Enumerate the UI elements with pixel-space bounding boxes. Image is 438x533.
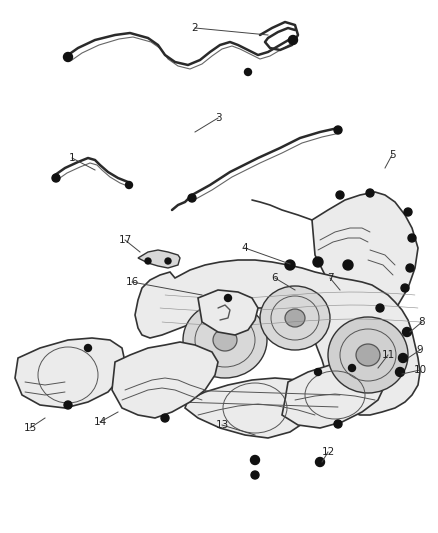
Polygon shape	[312, 192, 418, 315]
Circle shape	[251, 471, 259, 479]
Circle shape	[399, 353, 407, 362]
Circle shape	[403, 327, 411, 336]
Circle shape	[315, 457, 325, 466]
Circle shape	[404, 208, 412, 216]
Circle shape	[376, 304, 384, 312]
Circle shape	[225, 295, 232, 302]
Circle shape	[244, 69, 251, 76]
Text: 8: 8	[419, 317, 425, 327]
Text: 13: 13	[215, 420, 229, 430]
Polygon shape	[282, 362, 385, 428]
Circle shape	[406, 264, 414, 272]
Circle shape	[161, 414, 169, 422]
Circle shape	[85, 344, 92, 351]
Circle shape	[336, 191, 344, 199]
Ellipse shape	[328, 317, 408, 393]
Circle shape	[343, 260, 353, 270]
Ellipse shape	[260, 286, 330, 350]
Polygon shape	[112, 342, 218, 418]
Ellipse shape	[285, 309, 305, 327]
Polygon shape	[198, 290, 258, 335]
Circle shape	[401, 284, 409, 292]
Circle shape	[408, 234, 416, 242]
Circle shape	[396, 367, 405, 376]
Text: 7: 7	[327, 273, 333, 283]
Text: 10: 10	[413, 365, 427, 375]
Circle shape	[64, 401, 72, 409]
Text: 16: 16	[125, 277, 138, 287]
Circle shape	[334, 420, 342, 428]
Circle shape	[145, 258, 151, 264]
Circle shape	[289, 36, 297, 44]
Text: 17: 17	[118, 235, 132, 245]
Text: 1: 1	[69, 153, 75, 163]
Text: 4: 4	[242, 243, 248, 253]
Ellipse shape	[356, 344, 380, 366]
Text: 5: 5	[389, 150, 396, 160]
Text: 11: 11	[381, 350, 395, 360]
Circle shape	[285, 260, 295, 270]
Circle shape	[334, 126, 342, 134]
Circle shape	[188, 194, 196, 202]
Text: 3: 3	[215, 113, 221, 123]
Circle shape	[366, 189, 374, 197]
Circle shape	[349, 365, 356, 372]
Text: 2: 2	[192, 23, 198, 33]
Text: 6: 6	[272, 273, 278, 283]
Ellipse shape	[183, 302, 267, 378]
Polygon shape	[185, 378, 325, 438]
Circle shape	[165, 258, 171, 264]
Circle shape	[314, 368, 321, 376]
Circle shape	[126, 182, 133, 189]
Text: 9: 9	[417, 345, 423, 355]
Polygon shape	[15, 338, 125, 408]
Circle shape	[52, 174, 60, 182]
Ellipse shape	[213, 329, 237, 351]
Circle shape	[251, 456, 259, 464]
Polygon shape	[135, 260, 420, 415]
Text: 14: 14	[93, 417, 106, 427]
Circle shape	[64, 52, 73, 61]
Polygon shape	[138, 250, 180, 268]
Circle shape	[313, 257, 323, 267]
Text: 12: 12	[321, 447, 335, 457]
Text: 15: 15	[23, 423, 37, 433]
